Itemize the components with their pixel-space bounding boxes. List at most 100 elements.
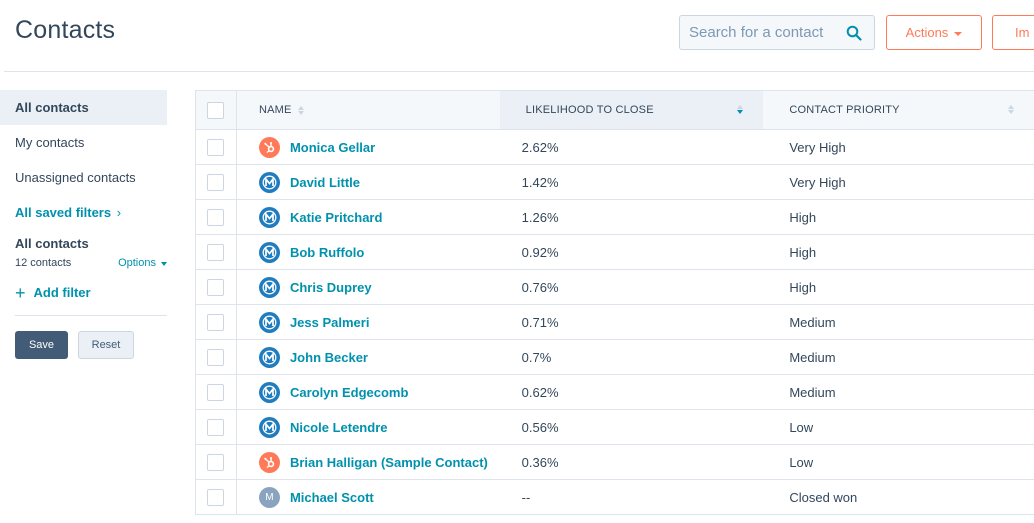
options-dropdown[interactable]: Options: [118, 257, 167, 269]
name-cell: Bob Ruffolo: [235, 235, 500, 269]
name-cell: Brian Halligan (Sample Contact): [235, 445, 500, 479]
plus-icon: +: [15, 282, 26, 303]
table-row: Carolyn Edgecomb 0.62% Medium: [196, 375, 1034, 410]
priority-cell: High: [789, 279, 817, 295]
contact-name-link[interactable]: Bob Ruffolo: [289, 244, 365, 260]
avatar: M: [258, 486, 280, 508]
chevron-right-icon: ›: [116, 205, 122, 220]
save-button[interactable]: Save: [15, 331, 68, 359]
add-filter-label: Add filter: [33, 285, 91, 300]
row-checkbox[interactable]: [207, 383, 225, 401]
name-cell: M Michael Scott: [235, 480, 500, 514]
name-cell: Chris Duprey: [235, 270, 500, 304]
header-divider: [4, 71, 1034, 72]
sidebar-item-my-contacts[interactable]: My contacts: [15, 135, 85, 150]
actions-button-label: Actions: [905, 25, 949, 40]
column-header-priority[interactable]: CONTACT PRIORITY: [763, 91, 1034, 129]
contact-name-link[interactable]: Michael Scott: [289, 489, 374, 505]
row-select-cell: [196, 200, 236, 234]
contact-name-link[interactable]: Jess Palmeri: [289, 314, 370, 330]
row-checkbox[interactable]: [207, 173, 225, 191]
row-checkbox[interactable]: [207, 418, 225, 436]
name-cell: David Little: [235, 165, 500, 199]
contact-name-link[interactable]: Nicole Letendre: [289, 419, 388, 435]
reset-button[interactable]: Reset: [78, 331, 134, 359]
table-row: Jess Palmeri 0.71% Medium: [196, 305, 1034, 340]
priority-cell: Medium: [789, 314, 836, 330]
sidebar-item-all-contacts[interactable]: All contacts: [0, 90, 167, 125]
name-cell: Jess Palmeri: [235, 305, 500, 339]
priority-cell: High: [789, 209, 817, 225]
priority-cell: Very High: [789, 174, 846, 190]
contact-name-link[interactable]: Monica Gellar: [289, 139, 376, 155]
page-title: Contacts: [15, 16, 116, 44]
caret-down-icon: [954, 31, 963, 36]
column-header-name[interactable]: NAME: [235, 91, 500, 129]
priority-cell: Very High: [789, 139, 846, 155]
row-select-cell: [196, 305, 236, 339]
sort-descending-icon: [737, 105, 744, 114]
column-header-likelihood-label: LIKELIHOOD TO CLOSE: [525, 104, 654, 116]
row-select-cell: [196, 340, 236, 374]
company-logo-icon: [258, 311, 280, 333]
name-cell: Monica Gellar: [235, 130, 500, 164]
likelihood-cell: 0.71%: [499, 305, 764, 339]
all-saved-filters-link[interactable]: All saved filters ›: [0, 195, 167, 230]
sidebar: All contacts My contacts Unassigned cont…: [0, 90, 167, 359]
name-cell: John Becker: [235, 340, 500, 374]
priority-cell: Closed won: [789, 489, 858, 505]
row-checkbox[interactable]: [207, 313, 225, 331]
row-checkbox[interactable]: [207, 488, 225, 506]
contact-name-link[interactable]: Brian Halligan (Sample Contact): [289, 454, 488, 470]
sidebar-item-unassigned-contacts[interactable]: Unassigned contacts: [15, 170, 136, 185]
likelihood-cell: --: [499, 480, 764, 514]
search-input[interactable]: [680, 24, 840, 41]
priority-cell: High: [789, 244, 817, 260]
sort-icon: [297, 105, 304, 115]
search-box[interactable]: [679, 15, 875, 50]
all-saved-filters-label: All saved filters: [15, 205, 112, 220]
row-checkbox[interactable]: [207, 348, 225, 366]
table-row: Chris Duprey 0.76% High: [196, 270, 1034, 305]
contact-name-link[interactable]: Carolyn Edgecomb: [289, 384, 409, 400]
company-logo-icon: [258, 346, 280, 368]
priority-cell: Medium: [789, 384, 836, 400]
likelihood-cell: 0.36%: [499, 445, 764, 479]
company-logo-icon: [258, 416, 280, 438]
row-select-cell: [196, 130, 236, 164]
add-filter-button[interactable]: + Add filter: [0, 282, 167, 303]
contact-name-link[interactable]: Chris Duprey: [289, 279, 372, 295]
priority-cell: Low: [789, 454, 814, 470]
table-header: NAME LIKELIHOOD TO CLOSE CONTACT PRIORIT…: [196, 90, 1034, 130]
name-cell: Carolyn Edgecomb: [235, 375, 500, 409]
select-all-cell: [196, 91, 236, 129]
import-button-label: Im: [1015, 25, 1030, 40]
table-row: Nicole Letendre 0.56% Low: [196, 410, 1034, 445]
likelihood-cell: 0.76%: [499, 270, 764, 304]
current-filter: All contacts 12 contacts Options: [0, 236, 167, 269]
name-cell: Nicole Letendre: [235, 410, 500, 444]
row-checkbox[interactable]: [207, 208, 225, 226]
company-logo-icon: [258, 171, 280, 193]
sort-icon: [1008, 105, 1014, 114]
row-select-cell: [196, 235, 236, 269]
hubspot-logo-icon: [258, 136, 280, 158]
search-icon[interactable]: [846, 25, 862, 41]
contact-name-link[interactable]: John Becker: [289, 349, 368, 365]
contact-name-link[interactable]: Katie Pritchard: [289, 209, 383, 225]
contacts-table: NAME LIKELIHOOD TO CLOSE CONTACT PRIORIT…: [195, 90, 1034, 515]
table-row: John Becker 0.7% Medium: [196, 340, 1034, 375]
row-checkbox[interactable]: [207, 278, 225, 296]
contact-name-link[interactable]: David Little: [289, 174, 361, 190]
row-select-cell: [196, 410, 236, 444]
select-all-checkbox[interactable]: [207, 101, 225, 119]
column-header-priority-label: CONTACT PRIORITY: [789, 104, 900, 116]
row-checkbox[interactable]: [207, 453, 225, 471]
row-checkbox[interactable]: [207, 243, 225, 261]
actions-button[interactable]: Actions: [886, 15, 982, 50]
import-button[interactable]: Im: [992, 15, 1034, 50]
row-checkbox[interactable]: [207, 138, 225, 156]
likelihood-cell: 0.92%: [499, 235, 764, 269]
column-header-likelihood[interactable]: LIKELIHOOD TO CLOSE: [499, 91, 764, 129]
column-header-name-label: NAME: [258, 104, 292, 116]
